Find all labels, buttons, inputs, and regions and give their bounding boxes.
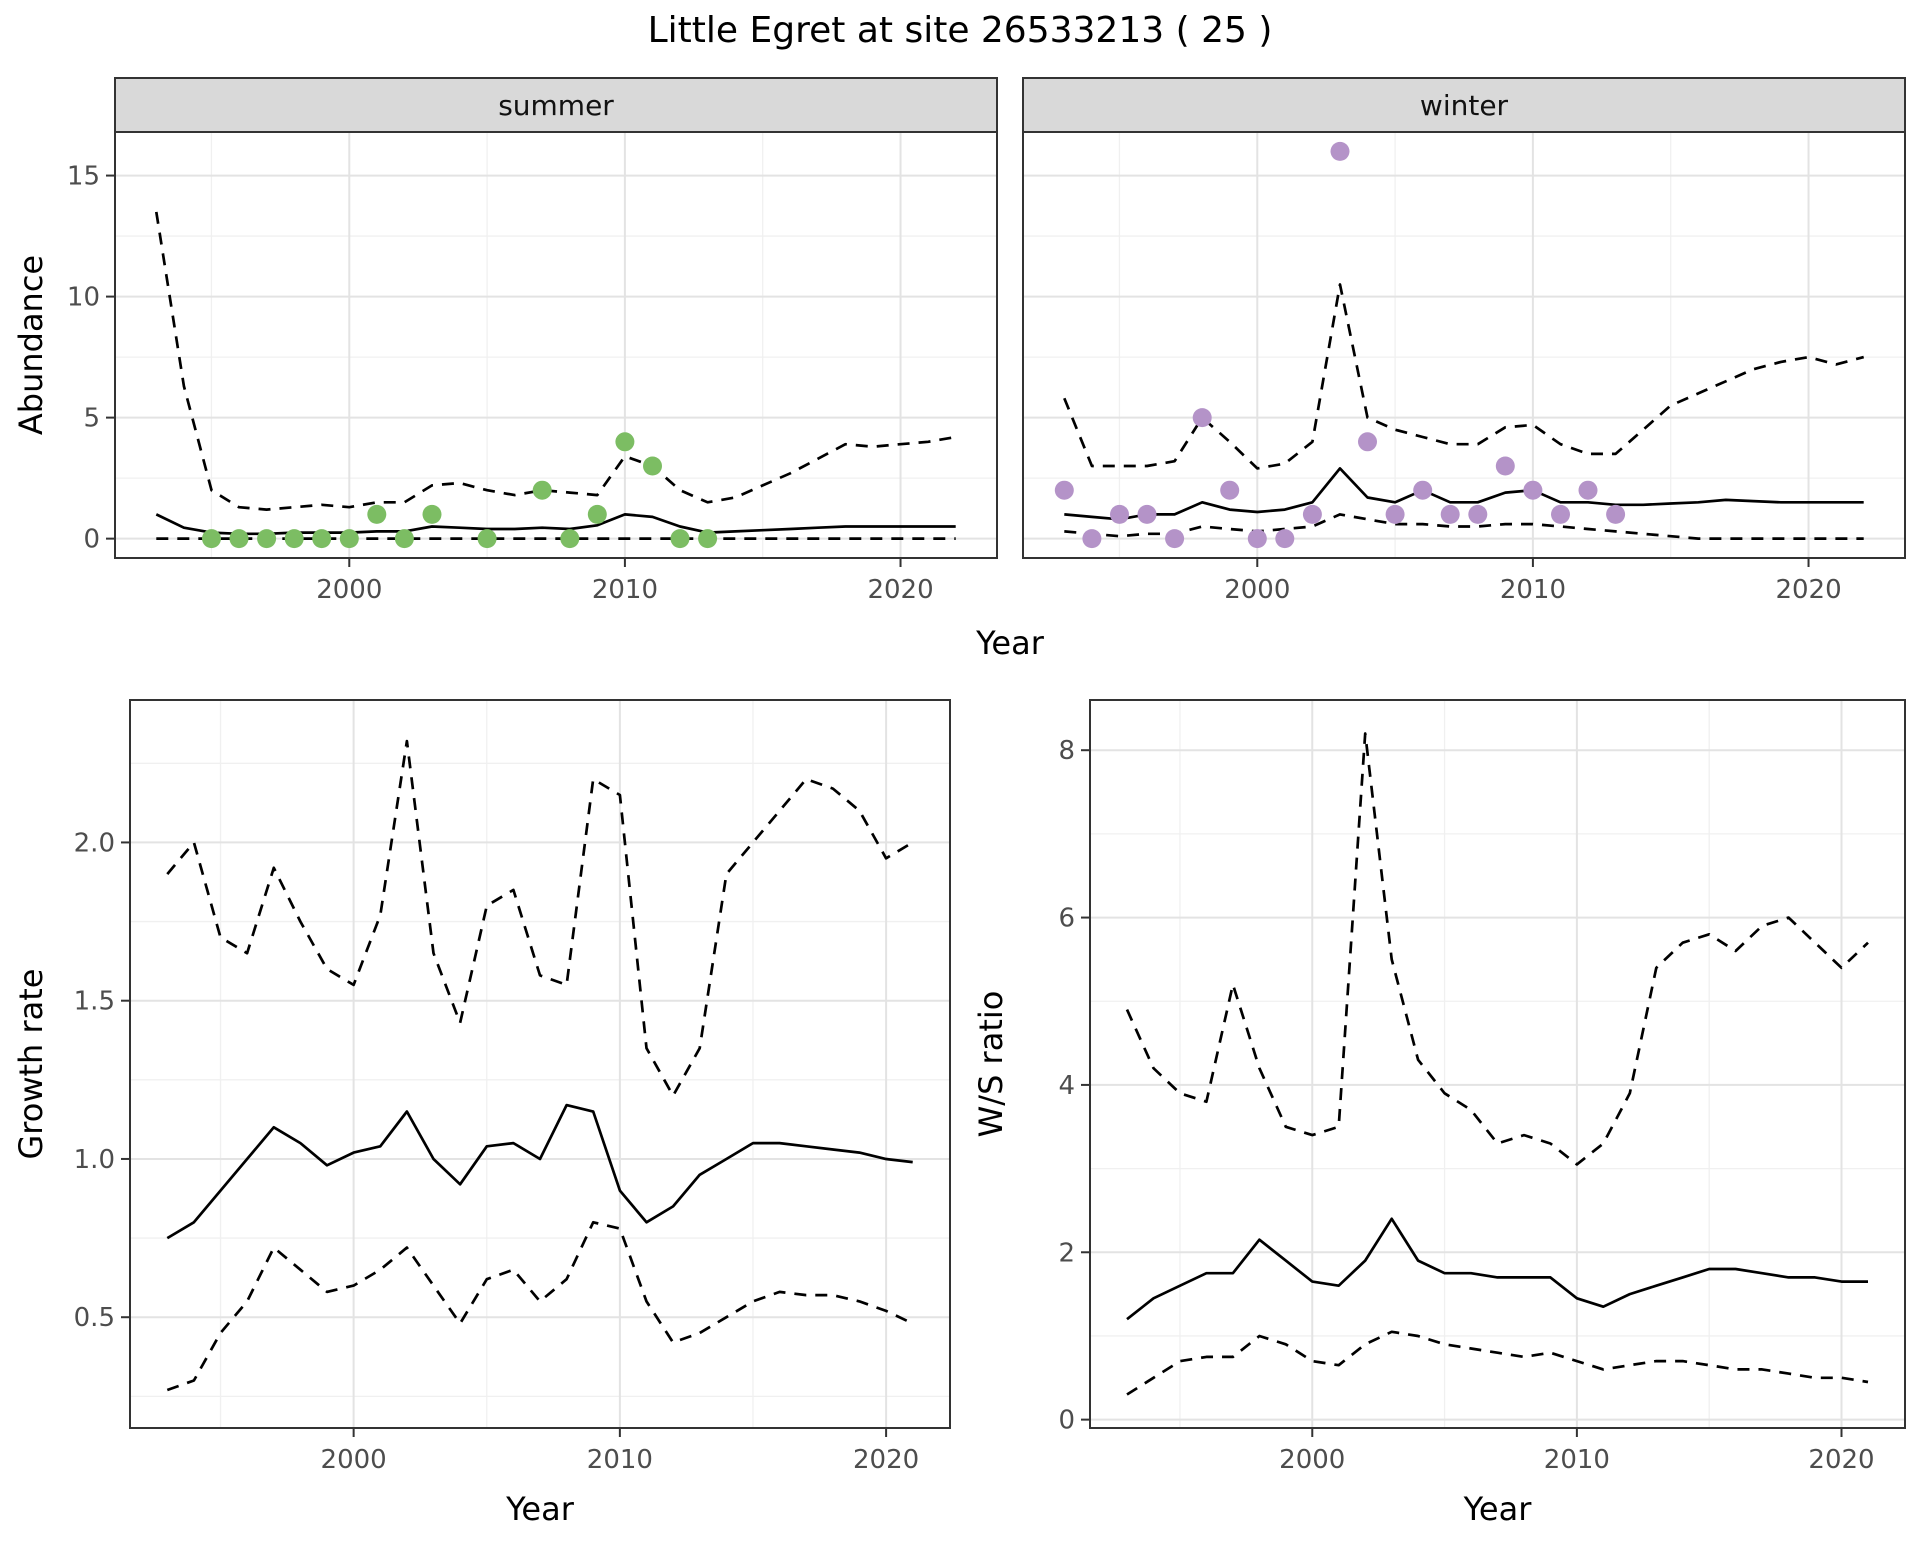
data-point-observed-counts-winter xyxy=(1358,432,1377,452)
facet-strip-label: summer xyxy=(498,89,614,122)
facet-strip xyxy=(114,77,998,133)
data-point-observed-counts-winter xyxy=(1082,529,1102,549)
y-tick-label: 6 xyxy=(1058,904,1075,934)
series-lower-ci-line xyxy=(1126,1330,1869,1396)
x-tick-label: 2010 xyxy=(1544,1445,1610,1475)
y-tick-label: 15 xyxy=(67,162,100,192)
data-point-observed-counts-winter xyxy=(1440,504,1460,524)
y-tick-label: 0.5 xyxy=(74,1303,115,1333)
data-point-observed-counts-winter xyxy=(1606,504,1626,524)
y-tick-label: 0 xyxy=(1058,1406,1075,1436)
y-tick-label: 8 xyxy=(1058,736,1075,766)
data-point-observed-counts-winter xyxy=(1165,529,1185,549)
data-point-observed-counts-summer xyxy=(202,529,221,549)
data-point-observed-counts-winter xyxy=(1413,480,1433,500)
data-point-observed-counts-summer xyxy=(312,529,332,549)
data-point-observed-counts-winter xyxy=(1247,529,1267,549)
x-tick-label: 2010 xyxy=(592,575,658,605)
plot-title: Little Egret at site 26533213 ( 25 ) xyxy=(647,10,1273,51)
x-axis-title-year-ws: Year xyxy=(1463,1490,1533,1528)
x-tick-label: 2010 xyxy=(587,1445,653,1475)
y-tick-label: 4 xyxy=(1058,1071,1075,1101)
x-axis-title-year-growth: Year xyxy=(505,1490,575,1528)
data-point-observed-counts-winter xyxy=(1578,480,1598,500)
data-point-observed-counts-winter xyxy=(1385,504,1405,524)
x-tick-label: 2020 xyxy=(867,575,933,605)
panel-abundance-summer: summer 2000 2010 2020 0 5 10 15 xyxy=(67,77,998,605)
data-point-observed-counts-summer xyxy=(670,529,690,549)
panel-background xyxy=(115,132,997,558)
panel-border xyxy=(129,699,951,1429)
x-tick-label: 2020 xyxy=(1775,575,1841,605)
data-point-observed-counts-winter xyxy=(1137,504,1157,524)
facet-strip-label: winter xyxy=(1420,89,1509,122)
series-mean-line xyxy=(1064,467,1864,521)
data-point-observed-counts-summer xyxy=(367,504,387,524)
data-point-observed-counts-summer xyxy=(229,529,249,549)
y-tick-label: 1.5 xyxy=(74,987,115,1017)
y-axis-title-growth-rate: Growth rate xyxy=(12,969,50,1160)
panel-abundance-winter: winter 2000 2010 2020 xyxy=(1022,77,1906,605)
series-upper-ci-line xyxy=(166,739,914,1098)
data-point-observed-counts-summer xyxy=(532,480,552,500)
data-point-observed-counts-winter xyxy=(1302,504,1322,524)
x-tick-label: 2000 xyxy=(316,575,382,605)
data-point-observed-counts-winter xyxy=(1220,480,1240,500)
series-mean-line xyxy=(166,1103,913,1240)
series-upper-ci-line xyxy=(154,211,956,511)
data-point-observed-counts-winter xyxy=(1495,456,1515,476)
y-axis-title-ws-ratio: W/S ratio xyxy=(972,991,1010,1138)
data-point-observed-counts-summer xyxy=(643,456,662,476)
data-point-observed-counts-summer xyxy=(339,529,359,549)
panel-background xyxy=(1023,132,1905,558)
data-point-observed-counts-winter xyxy=(1551,504,1570,524)
x-tick-label: 2020 xyxy=(853,1445,919,1475)
x-axis-title-year-top: Year xyxy=(975,624,1045,662)
x-tick-label: 2020 xyxy=(1808,1445,1874,1475)
panel-ws-ratio: 2000 2010 2020 0 2 4 6 8 xyxy=(1058,699,1906,1475)
data-point-observed-counts-winter xyxy=(1110,504,1129,524)
data-point-observed-counts-summer xyxy=(422,504,442,524)
data-point-observed-counts-winter xyxy=(1275,529,1295,549)
x-tick-label: 2000 xyxy=(321,1445,387,1475)
y-tick-label: 10 xyxy=(67,283,100,313)
x-tick-label: 2010 xyxy=(1500,575,1566,605)
data-point-observed-counts-summer xyxy=(698,529,718,549)
x-tick-label: 2000 xyxy=(1224,575,1290,605)
y-tick-label: 1.0 xyxy=(74,1145,115,1175)
panel-background xyxy=(130,700,950,1428)
data-point-observed-counts-summer xyxy=(477,529,497,549)
data-point-observed-counts-summer xyxy=(284,529,304,549)
y-tick-label: 2 xyxy=(1058,1238,1075,1268)
facet-strip xyxy=(1022,77,1906,133)
x-tick-label: 2000 xyxy=(1279,1445,1345,1475)
panel-background xyxy=(1090,700,1905,1428)
y-tick-label: 0 xyxy=(83,525,100,555)
data-point-observed-counts-winter xyxy=(1330,141,1350,161)
series-lower-ci-line xyxy=(1064,513,1864,540)
data-point-observed-counts-summer xyxy=(257,529,277,549)
y-axis-title-abundance: Abundance xyxy=(12,255,50,435)
y-tick-label: 5 xyxy=(83,404,100,434)
panel-growth-rate: 2000 2010 2020 0.5 1.0 1.5 2.0 xyxy=(74,699,951,1475)
data-point-observed-counts-winter xyxy=(1468,504,1488,524)
data-point-observed-counts-winter xyxy=(1054,480,1074,500)
data-point-observed-counts-winter xyxy=(1192,408,1212,428)
panel-border xyxy=(1089,699,1906,1429)
y-tick-label: 2.0 xyxy=(74,828,115,858)
data-point-observed-counts-summer xyxy=(394,529,414,549)
series-mean-line xyxy=(1126,1217,1868,1321)
data-point-observed-counts-summer xyxy=(587,504,607,524)
data-point-observed-counts-summer xyxy=(560,529,580,549)
data-point-observed-counts-summer xyxy=(615,432,635,452)
data-point-observed-counts-winter xyxy=(1523,480,1543,500)
